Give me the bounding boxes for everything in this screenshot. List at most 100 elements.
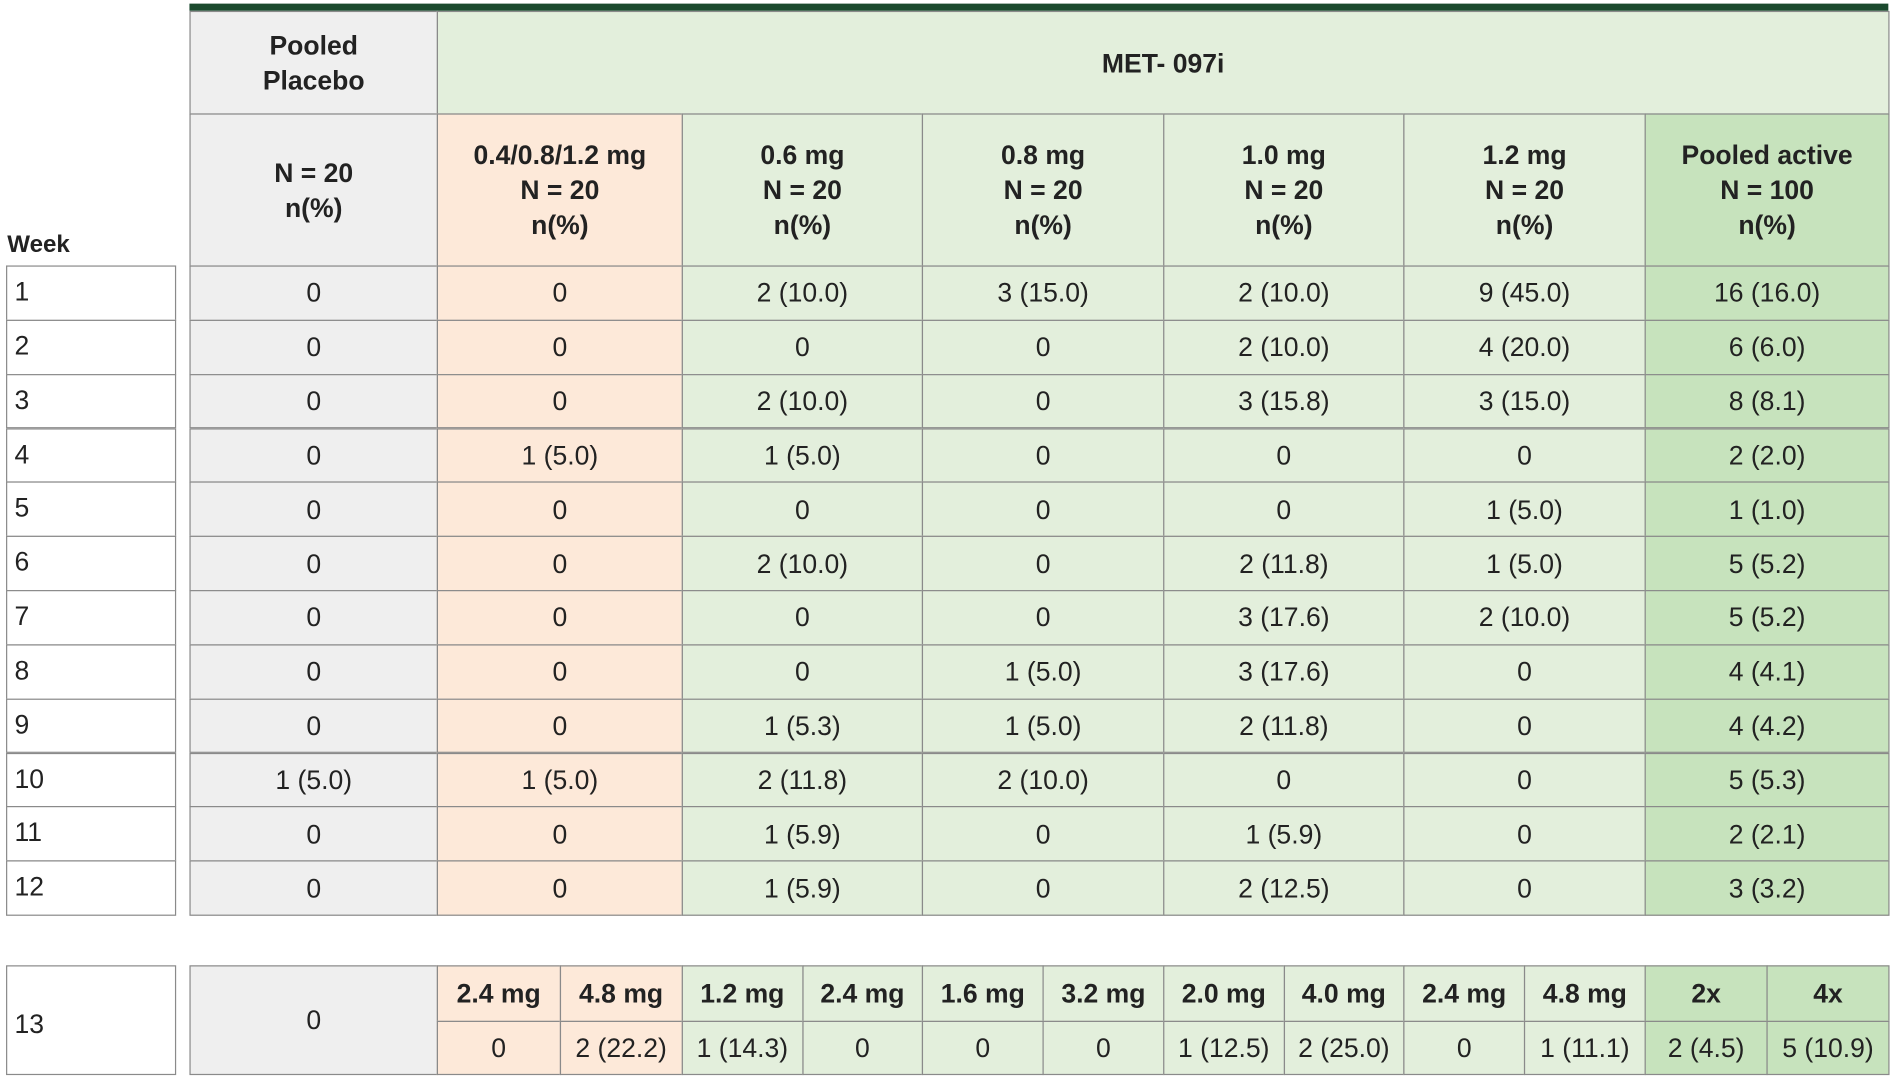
data-cell: 0	[436, 373, 683, 429]
column-header: 0.6 mg N = 20 n(%)	[681, 113, 924, 267]
column-header: 1.2 mg N = 20 n(%)	[1403, 113, 1646, 267]
header-line: N = 20	[1244, 174, 1324, 206]
data-cell: 2 (2.0)	[1644, 427, 1890, 484]
data-cell: 0	[1403, 752, 1646, 808]
week-cell: 12	[6, 860, 177, 916]
group-header: MET- 097i	[436, 10, 1890, 115]
dose-header: 2.4 mg	[1403, 965, 1526, 1022]
data-cell: 0	[921, 481, 1165, 538]
data-cell: 1 (5.0)	[436, 752, 683, 808]
header-line: 0.4/0.8/1.2 mg	[473, 139, 647, 171]
data-cell: 2 (12.5)	[1163, 860, 1405, 916]
data-cell: 2 (10.0)	[1403, 590, 1646, 646]
week-cell: 8	[6, 644, 177, 700]
dose-header: 2.0 mg	[1163, 965, 1285, 1022]
data-cell: 9 (45.0)	[1403, 265, 1646, 321]
header-line: Pooled	[269, 30, 358, 61]
dose-header: 1.2 mg	[681, 965, 803, 1022]
header-line: 1.0 mg	[1241, 139, 1326, 171]
data-cell: 0	[189, 860, 438, 916]
data-cell: 0	[189, 319, 438, 375]
header-line: n(%)	[1255, 209, 1313, 241]
header-line: 0.8 mg	[1001, 139, 1086, 171]
header-line: n(%)	[773, 209, 832, 241]
data-cell: 0	[189, 373, 438, 429]
data-cell: 0	[681, 644, 924, 700]
header-line: n(%)	[531, 209, 589, 241]
data-cell: 2 (2.1)	[1644, 806, 1890, 862]
top-bar	[189, 3, 1889, 11]
data-cell: 0	[436, 481, 683, 538]
data-cell: 5 (5.2)	[1644, 590, 1890, 646]
data-cell: 0	[921, 806, 1165, 862]
data-cell: 1 (1.0)	[1644, 481, 1890, 538]
data-cell: 0	[189, 806, 438, 862]
week-cell: 10	[6, 752, 177, 808]
column-header: 0.8 mg N = 20 n(%)	[921, 113, 1165, 267]
data-cell: 1 (5.0)	[921, 644, 1165, 700]
data-cell: 2 (22.2)	[559, 1020, 683, 1076]
header-line: N = 20	[274, 157, 354, 188]
data-cell: 2 (11.8)	[681, 752, 924, 808]
dose-header: 3.2 mg	[1042, 965, 1165, 1022]
data-cell: 2 (10.0)	[681, 373, 924, 429]
data-cell: 0	[681, 319, 924, 375]
data-cell: 1 (5.9)	[1163, 806, 1405, 862]
data-cell: 0	[189, 644, 438, 700]
column-header: 1.0 mg N = 20 n(%)	[1163, 113, 1405, 267]
data-cell: 3 (15.0)	[921, 265, 1165, 321]
data-cell: 5 (5.2)	[1644, 535, 1890, 592]
week-cell: 6	[6, 535, 177, 592]
week-cell: 5	[6, 481, 177, 538]
header-line: N = 100	[1720, 174, 1814, 206]
data-cell: 0	[436, 265, 683, 321]
data-cell: 0	[681, 590, 924, 646]
data-cell: 0	[1163, 752, 1405, 808]
data-cell: 0	[1403, 806, 1646, 862]
data-cell: 0	[921, 590, 1165, 646]
header-line: N = 20	[762, 174, 842, 206]
data-cell: 0	[921, 1020, 1044, 1076]
data-cell: 4 (4.2)	[1644, 698, 1890, 754]
header-line: Pooled active	[1681, 139, 1853, 171]
data-cell: 0	[1403, 698, 1646, 754]
data-cell: 0	[1403, 427, 1646, 484]
placebo-header: Pooled Placebo	[189, 10, 438, 115]
week-cell: 1	[6, 265, 177, 321]
data-cell: 16 (16.0)	[1644, 265, 1890, 321]
data-cell: 2 (4.5)	[1644, 1020, 1768, 1076]
data-cell: 8 (8.1)	[1644, 373, 1890, 429]
data-cell: 0	[1163, 427, 1405, 484]
week-cell: 13	[6, 965, 177, 1076]
header-line: Placebo	[262, 65, 365, 96]
data-cell: 0	[189, 698, 438, 754]
data-cell: 3 (15.0)	[1403, 373, 1646, 429]
data-cell: 0	[436, 644, 683, 700]
data-cell: 0	[921, 373, 1165, 429]
data-cell: 1 (5.0)	[1403, 535, 1646, 592]
data-cell: 0	[1403, 860, 1646, 916]
data-cell: 1 (5.9)	[681, 806, 924, 862]
data-cell: 3 (3.2)	[1644, 860, 1890, 916]
data-cell: 2 (10.0)	[921, 752, 1165, 808]
data-cell: 0	[189, 590, 438, 646]
data-cell: 2 (11.8)	[1163, 698, 1405, 754]
data-cell: 0	[1403, 644, 1646, 700]
data-cell: 0	[921, 860, 1165, 916]
week-cell: 7	[6, 590, 177, 646]
data-cell: 0	[436, 698, 683, 754]
header-line: n(%)	[1738, 209, 1796, 241]
data-cell: 4 (20.0)	[1403, 319, 1646, 375]
data-cell: 0	[189, 535, 438, 592]
header-line: n(%)	[1014, 209, 1072, 241]
data-cell: 2 (10.0)	[1163, 265, 1405, 321]
header-line: n(%)	[1495, 209, 1554, 241]
data-cell: 2 (25.0)	[1283, 1020, 1405, 1076]
header-line: N = 20	[1485, 174, 1565, 206]
dose-header: 4x	[1766, 965, 1890, 1022]
data-cell: 0	[1403, 1020, 1526, 1076]
data-cell: 0	[801, 1020, 924, 1076]
data-cell: 1 (5.9)	[681, 860, 924, 916]
data-cell: 3 (17.6)	[1163, 644, 1405, 700]
